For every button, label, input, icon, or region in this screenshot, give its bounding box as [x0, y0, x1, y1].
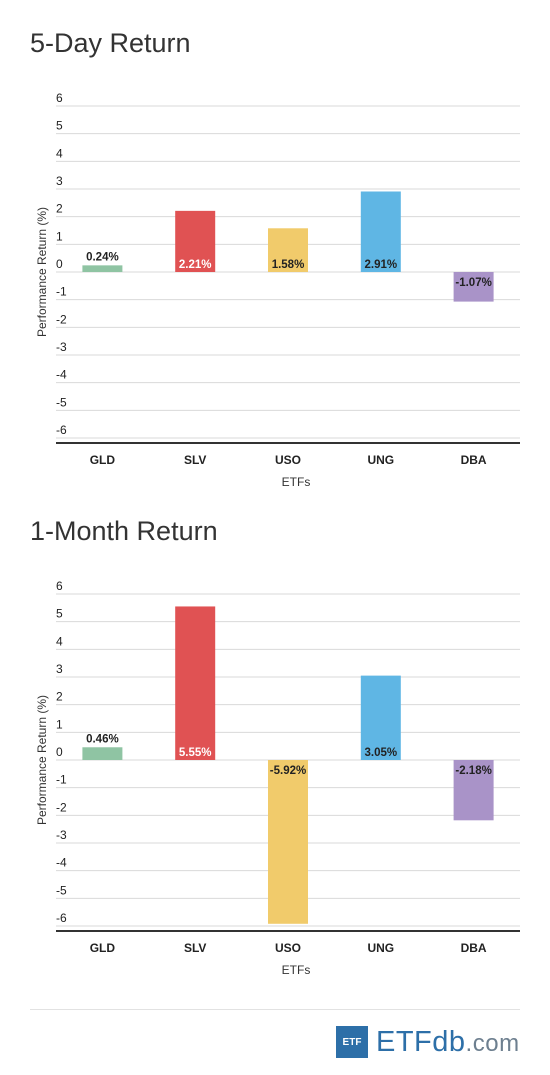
y-tick-label: -3 [56, 340, 67, 354]
x-axis-label: ETFs [282, 963, 311, 977]
y-tick-label: 0 [56, 257, 63, 271]
y-axis-label: Performance Return (%) [35, 207, 49, 337]
data-label: 0.46% [86, 733, 119, 745]
logo-db: db [432, 1025, 466, 1058]
y-tick-label: -5 [56, 883, 67, 897]
data-label: 5.55% [179, 747, 212, 759]
data-label: 2.21% [179, 259, 212, 271]
y-tick-label: -4 [56, 856, 67, 870]
y-tick-label: 1 [56, 717, 63, 731]
bar-dba [453, 760, 494, 821]
y-tick-label: -6 [56, 911, 67, 925]
data-label: -1.07% [455, 277, 491, 289]
chart-5-day-return: 6 5 4 3 2 1 0 -1 -2 -3 -4 -5 -6 Performance Return (%… [35, 91, 520, 489]
x-tick-label: USO [275, 941, 301, 955]
y-tick-label: 0 [56, 745, 63, 759]
y-tick-label: 3 [56, 662, 63, 676]
data-label: 2.91% [364, 259, 397, 271]
y-tick-label: 6 [56, 579, 63, 593]
y-tick-label: 3 [56, 174, 63, 188]
bar-slv [175, 210, 216, 272]
y-tick-label: -1 [56, 773, 67, 787]
bar-gld [82, 265, 123, 272]
logo-wordmark: ETFdb.com [376, 1026, 520, 1059]
x-tick-label: UNG [367, 941, 394, 955]
bar-uso [268, 760, 308, 924]
bar-ung [360, 675, 401, 760]
logo-etf: ETF [376, 1025, 433, 1058]
etfdb-logo[interactable]: ETF ETFdb.com [336, 1026, 520, 1058]
chart-title-1-month: 1-Month Return [30, 516, 218, 546]
x-tick-label: DBA [461, 941, 487, 955]
y-tick-label: 2 [56, 690, 63, 704]
x-tick-label: GLD [90, 453, 116, 467]
data-label: 1.58% [272, 259, 305, 271]
data-label: 0.24% [86, 251, 119, 263]
bar-uso [268, 228, 308, 272]
data-label: 3.05% [364, 747, 397, 759]
bar-ung [360, 191, 401, 272]
y-tick-label: 4 [56, 146, 63, 160]
data-label: -5.92% [270, 765, 306, 777]
bar-dba [453, 272, 494, 302]
x-tick-label: UNG [367, 453, 394, 467]
y-tick-label: 6 [56, 91, 63, 105]
bar-gld [82, 747, 123, 760]
footer-divider [30, 1009, 520, 1010]
etf-logo-icon: ETF [336, 1026, 368, 1058]
data-label: -2.18% [455, 765, 491, 777]
chart-1-month-return: 6 5 4 3 2 1 0 -1 -2 -3 -4 -5 -6 Performance Return (%… [35, 579, 520, 977]
bar-slv [175, 606, 216, 760]
chart-title-5-day: 5-Day Return [30, 28, 191, 58]
y-tick-label: -5 [56, 395, 67, 409]
y-axis-label: Performance Return (%) [35, 695, 49, 825]
y-tick-label: -2 [56, 800, 67, 814]
x-tick-label: SLV [184, 453, 206, 467]
y-tick-label: -2 [56, 312, 67, 326]
x-tick-label: SLV [184, 941, 206, 955]
x-axis-label: ETFs [282, 475, 311, 489]
x-tick-label: DBA [461, 453, 487, 467]
y-tick-label: 5 [56, 119, 63, 133]
x-tick-label: GLD [90, 941, 116, 955]
y-tick-label: 4 [56, 634, 63, 648]
y-tick-label: -4 [56, 368, 67, 382]
y-tick-label: -3 [56, 828, 67, 842]
y-tick-label: 5 [56, 607, 63, 621]
y-tick-label: 2 [56, 202, 63, 216]
y-tick-label: -6 [56, 423, 67, 437]
logo-com: .com [465, 1029, 520, 1057]
x-tick-label: USO [275, 453, 301, 467]
y-tick-label: -1 [56, 285, 67, 299]
y-tick-label: 1 [56, 229, 63, 243]
